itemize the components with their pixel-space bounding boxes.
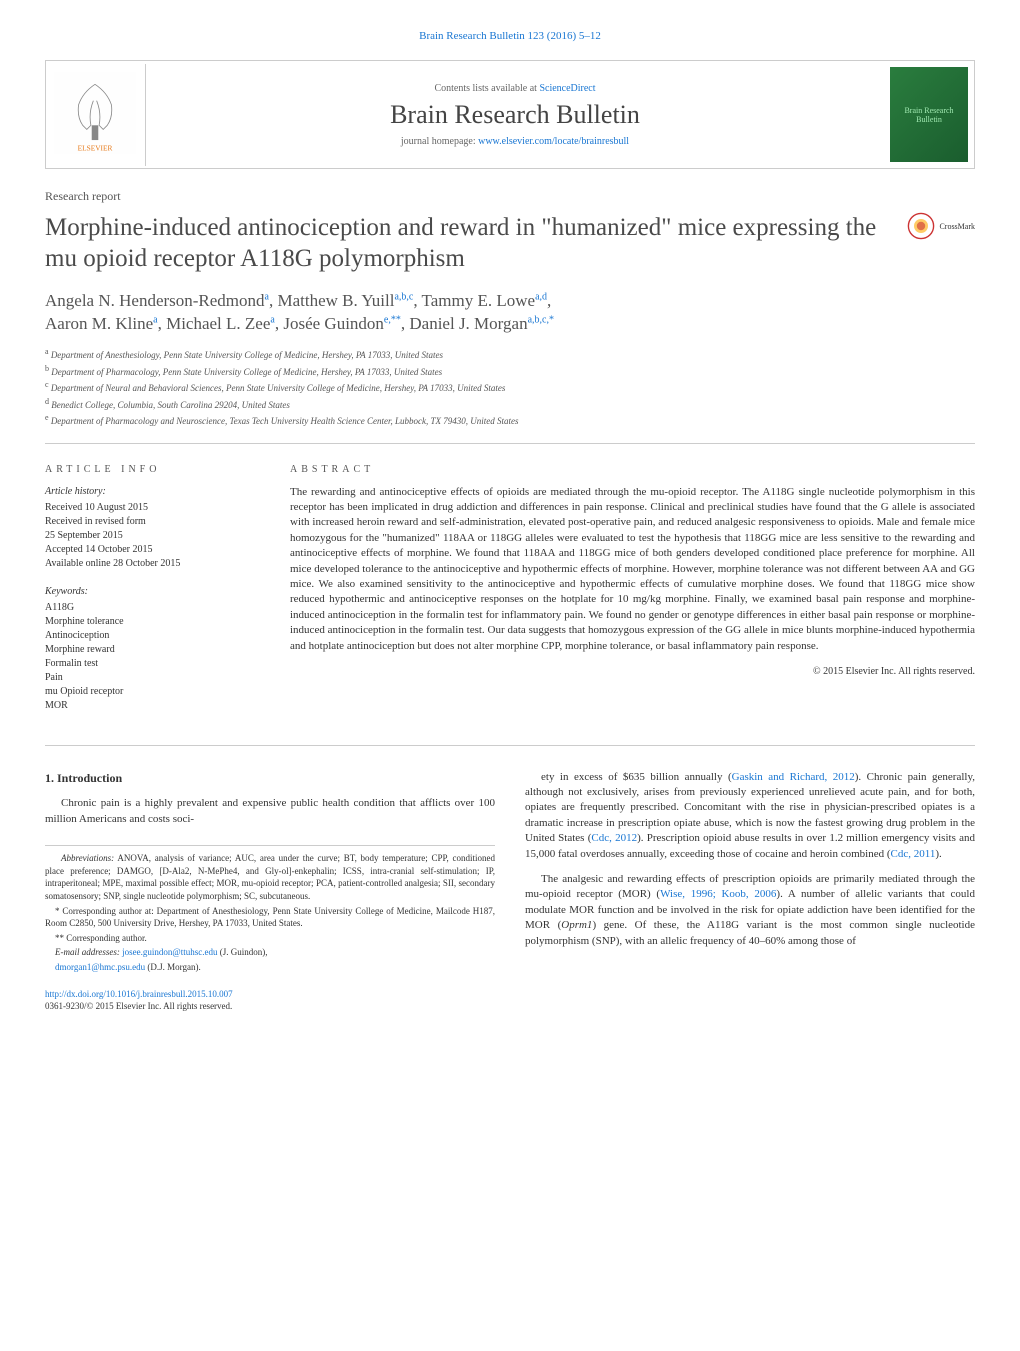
doi-block: http://dx.doi.org/10.1016/j.brainresbull…	[45, 988, 495, 1013]
email-label: E-mail addresses:	[55, 947, 120, 957]
text-span: ety in excess of $635 billion annually (	[541, 771, 732, 783]
affiliation-a: Department of Anesthesiology, Penn State…	[51, 350, 443, 360]
article-info-heading: ARTICLE INFO	[45, 464, 260, 475]
author-sup: a,b,c	[394, 291, 413, 302]
keyword: MOR	[45, 699, 260, 713]
body-two-columns: 1. Introduction Chronic pain is a highly…	[45, 770, 975, 1013]
journal-name: Brain Research Bulletin	[156, 100, 874, 130]
corresponding-1: * Corresponding author at: Department of…	[45, 905, 495, 930]
affiliation-c: Department of Neural and Behavioral Scie…	[51, 383, 506, 393]
title-row: Morphine-induced antinociception and rew…	[45, 212, 975, 275]
keyword: Antinociception	[45, 629, 260, 643]
journal-masthead: ELSEVIER Contents lists available at Sci…	[45, 60, 975, 169]
citation-link[interactable]: Cdc, 2011	[891, 848, 936, 860]
journal-cover: Brain Research Bulletin	[884, 61, 974, 168]
email-link-2[interactable]: dmorgan1@hmc.psu.edu	[55, 962, 145, 972]
info-abstract-row: ARTICLE INFO Article history: Received 1…	[45, 464, 975, 746]
accepted-date: Accepted 14 October 2015	[45, 543, 260, 557]
header-citation: Brain Research Bulletin 123 (2016) 5–12	[45, 30, 975, 42]
abbreviations: Abbreviations: ANOVA, analysis of varian…	[45, 852, 495, 902]
contents-line: Contents lists available at ScienceDirec…	[156, 83, 874, 94]
footnotes: Abbreviations: ANOVA, analysis of varian…	[45, 845, 495, 973]
article-title: Morphine-induced antinociception and rew…	[45, 212, 907, 275]
citation-link[interactable]: Gaskin and Richard, 2012	[732, 771, 855, 783]
svg-text:ELSEVIER: ELSEVIER	[78, 143, 113, 152]
corresponding-2: ** Corresponding author.	[45, 932, 495, 945]
author-sup: a,b,c,*	[528, 315, 554, 326]
affiliation-e: Department of Pharmacology and Neuroscie…	[51, 416, 519, 426]
keywords-label: Keywords:	[45, 585, 260, 599]
citation-link[interactable]: Cdc, 2012	[591, 832, 637, 844]
author-6: , Josée Guindon	[275, 314, 384, 333]
author-3: , Tammy E. Lowe	[413, 291, 535, 310]
homepage-prefix: journal homepage:	[401, 136, 478, 147]
citation-link[interactable]: Wise, 1996; Koob, 2006	[660, 888, 776, 900]
crossmark-badge[interactable]: CrossMark	[907, 212, 975, 240]
homepage-line: journal homepage: www.elsevier.com/locat…	[156, 136, 874, 147]
author-sup: a,d	[535, 291, 547, 302]
keyword: A118G	[45, 601, 260, 615]
page-container: Brain Research Bulletin 123 (2016) 5–12 …	[0, 0, 1020, 1043]
email-link-1[interactable]: josee.guindon@ttuhsc.edu	[122, 947, 217, 957]
text-span: ).	[935, 848, 941, 860]
gene-name: Oprm1	[561, 919, 592, 931]
cover-thumbnail: Brain Research Bulletin	[890, 67, 968, 162]
abstract-heading: ABSTRACT	[290, 464, 975, 475]
author-1: Angela N. Henderson-Redmond	[45, 291, 265, 310]
abstract-column: ABSTRACT The rewarding and antinocicepti…	[290, 464, 975, 727]
author-2: , Matthew B. Yuill	[269, 291, 394, 310]
history-label: Article history:	[45, 485, 260, 499]
article-info-column: ARTICLE INFO Article history: Received 1…	[45, 464, 260, 727]
abstract-copyright: © 2015 Elsevier Inc. All rights reserved…	[290, 666, 975, 677]
keyword: Pain	[45, 671, 260, 685]
issn-copyright: 0361-9230/© 2015 Elsevier Inc. All right…	[45, 1000, 495, 1013]
affiliation-b: Department of Pharmacology, Penn State U…	[51, 367, 442, 377]
section-heading: 1. Introduction	[45, 770, 495, 787]
intro-para-3: The analgesic and rewarding effects of p…	[525, 872, 975, 949]
email-name-2: (D.J. Morgan).	[145, 962, 201, 972]
authors-list: Angela N. Henderson-Redmonda, Matthew B.…	[45, 289, 975, 337]
keywords-block: Keywords: A118G Morphine tolerance Antin…	[45, 585, 260, 713]
revised-label: Received in revised form	[45, 515, 260, 529]
abbrev-label: Abbreviations:	[61, 853, 114, 863]
masthead-center: Contents lists available at ScienceDirec…	[146, 75, 884, 155]
revised-date: 25 September 2015	[45, 529, 260, 543]
intro-para-2: ety in excess of $635 billion annually (…	[525, 770, 975, 862]
doi-link[interactable]: http://dx.doi.org/10.1016/j.brainresbull…	[45, 989, 233, 999]
keyword: Morphine reward	[45, 643, 260, 657]
author-7: , Daniel J. Morgan	[401, 314, 528, 333]
keywords-list: A118G Morphine tolerance Antinociception…	[45, 601, 260, 713]
intro-para-1: Chronic pain is a highly prevalent and e…	[45, 796, 495, 827]
sciencedirect-link[interactable]: ScienceDirect	[539, 83, 595, 94]
crossmark-icon	[907, 212, 935, 240]
affiliation-d: Benedict College, Columbia, South Caroli…	[51, 400, 290, 410]
email-line-2: dmorgan1@hmc.psu.edu (D.J. Morgan).	[45, 961, 495, 974]
author-sep: ,	[547, 291, 551, 310]
contents-prefix: Contents lists available at	[434, 83, 539, 94]
abstract-text: The rewarding and antinociceptive effect…	[290, 485, 975, 654]
keyword: mu Opioid receptor	[45, 685, 260, 699]
affiliations: a Department of Anesthesiology, Penn Sta…	[45, 346, 975, 444]
elsevier-tree-icon: ELSEVIER	[54, 72, 136, 154]
text-span: ) gene. Of these, the A118G variant is t…	[525, 919, 975, 946]
elsevier-logo: ELSEVIER	[46, 64, 146, 166]
email-line: E-mail addresses: josee.guindon@ttuhsc.e…	[45, 946, 495, 959]
author-5: , Michael L. Zee	[158, 314, 271, 333]
left-column: 1. Introduction Chronic pain is a highly…	[45, 770, 495, 1013]
right-column: ety in excess of $635 billion annually (…	[525, 770, 975, 1013]
keyword: Formalin test	[45, 657, 260, 671]
online-date: Available online 28 October 2015	[45, 557, 260, 571]
homepage-link[interactable]: www.elsevier.com/locate/brainresbull	[478, 136, 629, 147]
article-history: Article history: Received 10 August 2015…	[45, 485, 260, 571]
author-4: Aaron M. Kline	[45, 314, 153, 333]
keyword: Morphine tolerance	[45, 615, 260, 629]
author-sup: e,**	[384, 315, 401, 326]
received-date: Received 10 August 2015	[45, 501, 260, 515]
crossmark-label: CrossMark	[939, 222, 975, 231]
article-type: Research report	[45, 189, 975, 204]
email-name-1: (J. Guindon),	[217, 947, 267, 957]
